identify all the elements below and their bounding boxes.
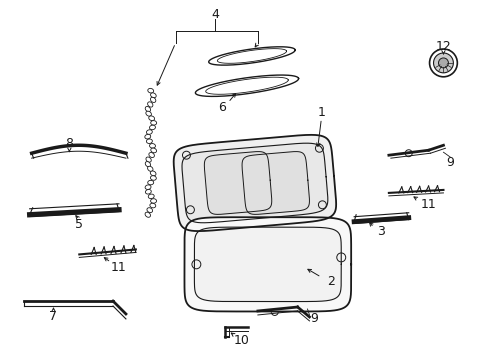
Polygon shape	[184, 217, 350, 311]
Ellipse shape	[150, 93, 156, 98]
Ellipse shape	[150, 171, 156, 176]
Ellipse shape	[150, 148, 156, 153]
Ellipse shape	[146, 130, 152, 134]
Ellipse shape	[145, 111, 151, 116]
Ellipse shape	[147, 89, 153, 93]
Text: 11: 11	[420, 198, 436, 211]
Text: 7: 7	[49, 310, 58, 323]
Ellipse shape	[150, 176, 156, 180]
Ellipse shape	[148, 194, 154, 199]
Polygon shape	[173, 135, 335, 231]
Ellipse shape	[146, 139, 152, 144]
Ellipse shape	[149, 203, 156, 208]
Text: 1: 1	[317, 106, 325, 119]
Polygon shape	[242, 152, 309, 215]
Text: 9: 9	[446, 156, 453, 168]
Text: 4: 4	[211, 8, 219, 21]
Ellipse shape	[149, 144, 155, 148]
Polygon shape	[204, 152, 271, 215]
Ellipse shape	[150, 97, 156, 103]
Text: 2: 2	[327, 275, 335, 288]
Polygon shape	[182, 143, 327, 223]
Ellipse shape	[147, 180, 153, 185]
Text: 8: 8	[65, 137, 73, 150]
Ellipse shape	[145, 189, 151, 194]
Text: 10: 10	[234, 334, 249, 347]
Text: 11: 11	[111, 261, 126, 274]
Text: 12: 12	[435, 40, 450, 53]
Circle shape	[433, 53, 452, 73]
Circle shape	[438, 58, 447, 68]
Ellipse shape	[148, 116, 154, 121]
Text: 9: 9	[310, 312, 318, 325]
Ellipse shape	[150, 199, 156, 203]
Ellipse shape	[146, 208, 152, 212]
Ellipse shape	[145, 185, 151, 189]
Ellipse shape	[150, 121, 156, 125]
Ellipse shape	[145, 157, 151, 162]
Ellipse shape	[145, 212, 150, 217]
Ellipse shape	[147, 102, 153, 107]
Ellipse shape	[148, 153, 154, 158]
Ellipse shape	[147, 166, 153, 171]
Polygon shape	[194, 227, 341, 302]
Ellipse shape	[145, 162, 150, 167]
Ellipse shape	[144, 134, 150, 139]
Text: 5: 5	[75, 218, 83, 231]
Ellipse shape	[149, 125, 155, 130]
Ellipse shape	[145, 107, 150, 112]
Text: 6: 6	[218, 101, 225, 114]
Text: 3: 3	[376, 225, 384, 238]
